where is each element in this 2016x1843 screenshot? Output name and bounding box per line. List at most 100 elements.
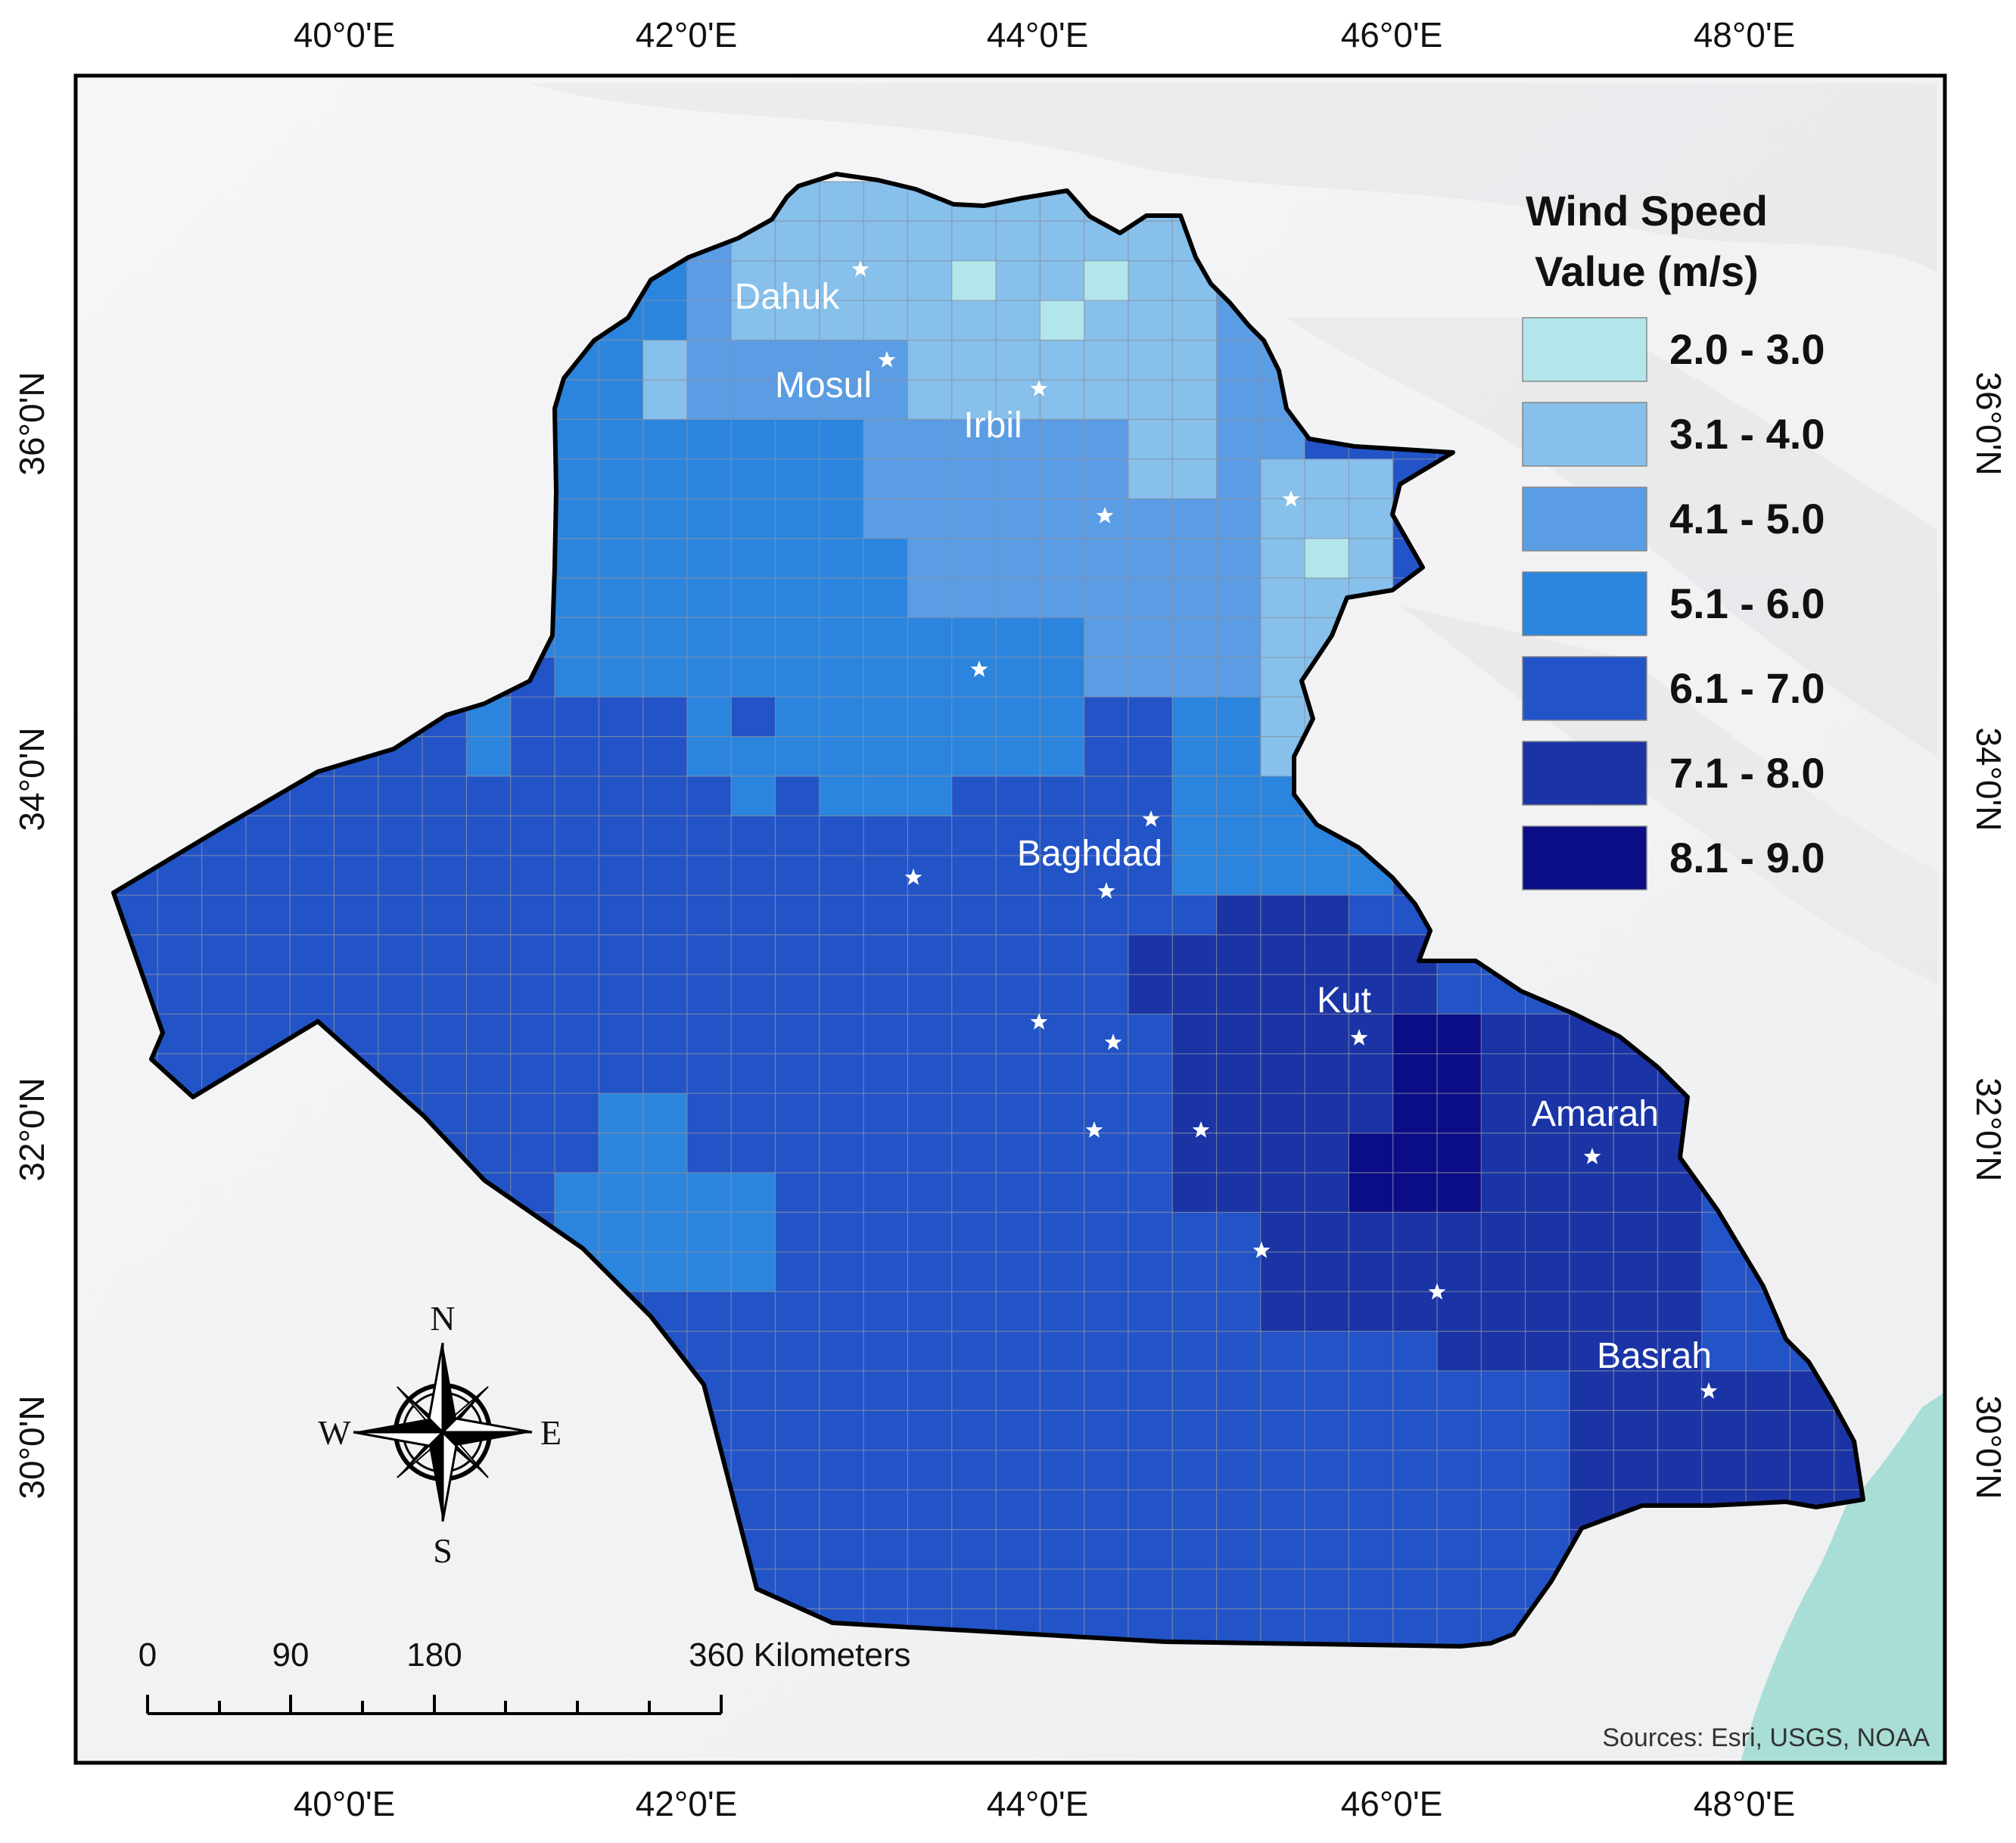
raster-cell	[1437, 1608, 1482, 1646]
raster-cell	[686, 895, 732, 936]
raster-cell	[1305, 1173, 1349, 1213]
raster-cell	[1216, 934, 1262, 975]
raster-cell	[775, 499, 820, 539]
raster-cell	[201, 855, 247, 896]
bottom-tick-label: 44°0'E	[987, 1784, 1089, 1823]
raster-cell	[1437, 1173, 1482, 1213]
raster-cell	[819, 1569, 864, 1609]
raster-cell	[1260, 1133, 1305, 1173]
raster-cell	[510, 736, 555, 777]
raster-cell	[951, 1093, 997, 1134]
raster-cell	[642, 816, 688, 856]
raster-cell	[686, 380, 732, 420]
raster-cell	[1260, 1569, 1305, 1609]
raster-cell	[907, 816, 953, 856]
raster-cell	[466, 895, 512, 936]
star-icon	[878, 351, 896, 368]
raster-cell	[1392, 1410, 1438, 1451]
raster-cell	[1216, 657, 1262, 698]
raster-cell	[1040, 1410, 1085, 1451]
raster-cell	[642, 617, 688, 658]
raster-cell	[1481, 1251, 1526, 1292]
raster-cell	[1437, 1014, 1482, 1055]
raster-cell	[1525, 1371, 1570, 1411]
raster-cell	[555, 974, 599, 1015]
raster-cell	[1746, 1450, 1790, 1490]
raster-cell	[951, 1450, 997, 1490]
raster-cell	[466, 934, 512, 975]
raster-cell	[510, 895, 555, 936]
raster-cell	[996, 538, 1041, 579]
raster-cell	[775, 1053, 820, 1094]
raster-cell	[731, 340, 776, 381]
raster-cell	[686, 1212, 732, 1253]
raster-cell	[1260, 1410, 1305, 1451]
sources-credit: Sources: Esri, USGS, NOAA	[1602, 1723, 1930, 1752]
scale-label-0: 0	[138, 1636, 157, 1674]
raster-cell	[1481, 1212, 1526, 1253]
raster-cell	[731, 657, 776, 698]
raster-cell	[907, 1410, 953, 1451]
raster-cell	[907, 974, 953, 1015]
raster-cell	[290, 855, 335, 896]
raster-cell	[819, 934, 864, 975]
raster-cell	[1216, 1371, 1262, 1411]
raster-cell	[686, 1093, 732, 1134]
raster-cell	[996, 1569, 1041, 1609]
raster-cell	[819, 419, 864, 460]
raster-cell	[1040, 578, 1085, 618]
raster-cell	[1392, 1608, 1438, 1646]
legend-label: 2.0 - 3.0	[1669, 325, 1825, 373]
raster-cell	[555, 499, 599, 539]
raster-cell	[1040, 380, 1085, 420]
raster-cell	[1172, 1410, 1218, 1451]
raster-cell	[863, 1133, 908, 1173]
raster-cell	[1613, 1450, 1659, 1490]
raster-cell	[686, 776, 732, 816]
raster-cell	[951, 221, 997, 262]
raster-cell	[996, 657, 1041, 698]
raster-cell	[157, 974, 203, 1015]
raster-cell	[1040, 776, 1085, 816]
raster-cell	[201, 895, 247, 936]
raster-cell	[996, 499, 1041, 539]
raster-cell	[951, 419, 997, 460]
raster-cell	[1128, 499, 1173, 539]
raster-cell	[1216, 1569, 1262, 1609]
raster-cell	[1172, 697, 1218, 738]
raster-cell	[686, 697, 732, 738]
raster-cell	[863, 1450, 908, 1490]
raster-cell	[907, 1173, 953, 1213]
raster-cell	[642, 776, 688, 816]
raster-cell	[1040, 458, 1085, 499]
raster-cell	[1040, 974, 1085, 1015]
raster-cell	[996, 419, 1041, 460]
raster-cell	[951, 1212, 997, 1253]
raster-cell	[1613, 1291, 1659, 1332]
raster-cell	[1569, 1371, 1614, 1411]
raster-cell	[1613, 1093, 1659, 1134]
raster-cell	[1084, 1053, 1129, 1094]
raster-cell	[1128, 538, 1173, 579]
raster-cell	[642, 340, 688, 381]
raster-cell	[555, 1053, 599, 1094]
raster-cell	[1216, 1212, 1262, 1253]
raster-cell	[599, 499, 644, 539]
raster-cell	[1392, 1529, 1438, 1570]
top-tick-label: 48°0'E	[1694, 15, 1796, 54]
raster-cell	[686, 1133, 732, 1173]
raster-cell	[996, 221, 1041, 262]
raster-cell	[1305, 974, 1349, 1015]
raster-cell	[642, 578, 688, 618]
raster-cell	[731, 538, 776, 579]
raster-cell	[1305, 1608, 1349, 1646]
raster-cell	[1481, 1291, 1526, 1332]
raster-cell	[599, 1133, 644, 1173]
raster-cell	[863, 260, 908, 301]
raster-cell	[1128, 1133, 1173, 1173]
raster-cell	[1128, 657, 1173, 698]
raster-cell	[1392, 1093, 1438, 1134]
star-icon	[1583, 1148, 1601, 1164]
raster-cell	[951, 776, 997, 816]
raster-cell	[686, 736, 732, 777]
